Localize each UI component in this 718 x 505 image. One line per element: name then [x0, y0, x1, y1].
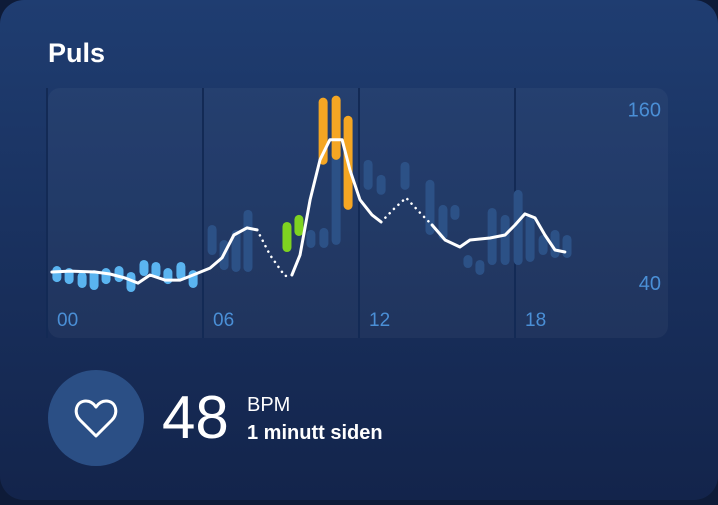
range-bar [363, 159, 373, 190]
range-bar [331, 95, 341, 160]
heart-rate-line [50, 138, 567, 285]
range-bar [151, 261, 161, 279]
range-bar [525, 214, 535, 262]
range-bar [562, 234, 572, 258]
range-bar [101, 268, 111, 285]
x-tick-label: 00 [57, 310, 78, 331]
range-bar [400, 161, 410, 190]
range-bar [282, 221, 292, 253]
range-bar [438, 204, 448, 241]
range-bar [513, 189, 523, 266]
x-tick-label: 18 [525, 310, 546, 331]
range-bar [139, 259, 149, 277]
bpm-unit: BPM [247, 394, 290, 416]
range-bar [538, 234, 548, 256]
range-bar [77, 271, 87, 288]
heart-icon [74, 399, 118, 438]
range-bar [231, 229, 241, 272]
reading-time: 1 minutt siden [247, 422, 383, 444]
range-bar [89, 270, 99, 291]
y-tick-label: 160 [628, 100, 661, 122]
range-bar [294, 214, 304, 236]
range-bar [207, 224, 217, 256]
range-bar [463, 255, 473, 269]
dotted-line [255, 196, 434, 278]
range-bar [500, 214, 510, 266]
heart-button[interactable] [48, 370, 144, 466]
x-tick-label: 12 [369, 310, 390, 331]
bpm-value: 48 [162, 384, 229, 451]
y-tick-label: 40 [639, 273, 661, 295]
range-bar [243, 209, 253, 272]
range-bar [319, 227, 329, 248]
range-bar [126, 271, 136, 293]
plot: 00 06 12 18 40 160 [46, 88, 661, 338]
range-bar [163, 268, 173, 285]
range-bar [475, 259, 485, 275]
card-title: Puls [48, 38, 105, 68]
range-bar [376, 174, 386, 195]
x-tick-label: 06 [213, 310, 234, 331]
range-bar [450, 204, 460, 220]
range-bar [52, 266, 62, 283]
range-bar [331, 149, 341, 245]
range-bar [306, 229, 316, 248]
range-bar [176, 261, 186, 281]
